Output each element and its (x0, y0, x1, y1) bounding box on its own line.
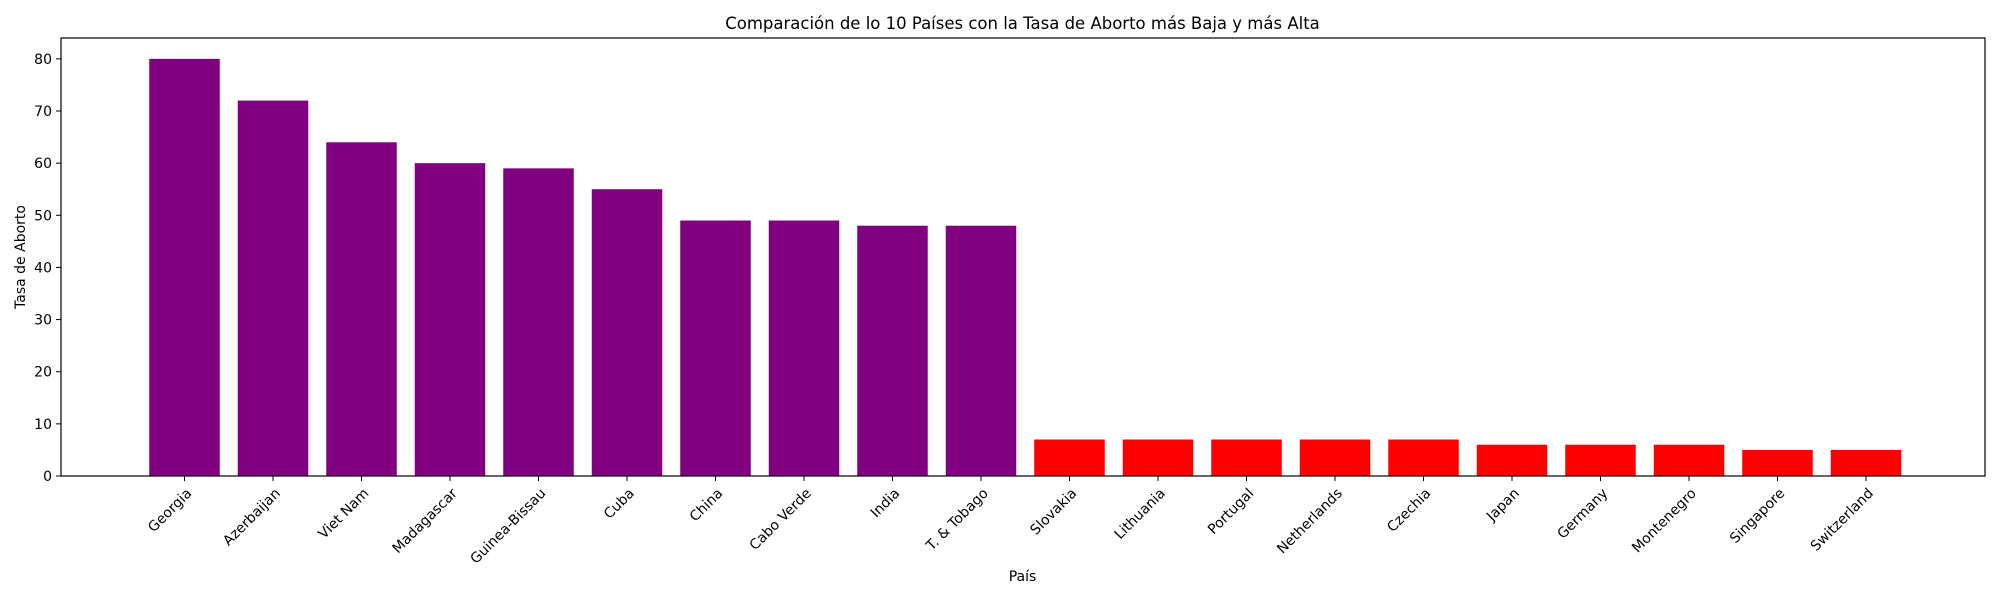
x-tick-label: Georgia (145, 486, 195, 536)
y-axis-label: Tasa de Aborto (13, 205, 29, 310)
bars (149, 58, 1902, 477)
x-tick-label: Netherlands (1274, 486, 1346, 558)
x-tick-label: Switzerland (1808, 486, 1877, 555)
x-tick-label: India (868, 486, 904, 522)
x-tick-label: Czechia (1384, 486, 1434, 536)
x-tick-label: T. & Tobago (923, 486, 992, 555)
x-tick-label: Japan (1483, 486, 1523, 526)
bar-cuba (591, 189, 663, 476)
y-tick-label: 60 (34, 156, 52, 172)
x-tick-label: Madagascar (389, 485, 461, 557)
x-axis-ticks: Georgia Azerbaijan Viet Nam Madagascar Guine… (145, 476, 1877, 567)
x-tick-label: China (687, 486, 727, 526)
y-tick-label: 70 (34, 104, 52, 120)
bar-netherlands (1299, 439, 1371, 476)
bar-lithuania (1122, 439, 1194, 476)
chart-title: Comparación de lo 10 Países con la Tasa … (725, 14, 1320, 33)
bar-slovakia (1034, 439, 1105, 476)
bar-japan (1476, 444, 1548, 476)
bar-montenegro (1653, 444, 1725, 476)
x-tick-label: Guinea-Bissau (467, 486, 549, 568)
y-axis-ticks: 0 10 20 30 40 50 60 70 80 (34, 52, 61, 485)
bar-viet-nam (326, 142, 397, 477)
bar-t-tobago (945, 225, 1017, 476)
x-tick-label: Germany (1555, 486, 1612, 543)
x-tick-label: Slovakia (1027, 486, 1080, 539)
bar-switzerland (1830, 449, 1902, 476)
plot-frame (60, 37, 1986, 477)
bar-guinea-bissau (503, 168, 574, 477)
y-tick-label: 80 (34, 52, 52, 68)
bar-madagascar (414, 163, 486, 476)
bar-cabo-verde (768, 220, 840, 476)
x-tick-label: Portugal (1205, 486, 1257, 538)
bar-india (857, 225, 928, 476)
x-tick-label: Montenegro (1629, 486, 1700, 557)
y-tick-label: 0 (43, 469, 52, 485)
bar-germany (1565, 444, 1636, 476)
bar-georgia (149, 58, 220, 477)
bar-singapore (1742, 449, 1813, 476)
bar-czechia (1388, 439, 1459, 476)
bar-china (680, 220, 751, 476)
x-axis-label: País (1009, 569, 1037, 585)
x-tick-label: Cabo Verde (747, 486, 815, 554)
x-tick-label: Singapore (1727, 486, 1788, 547)
y-tick-label: 20 (34, 365, 52, 381)
bar-portugal (1211, 439, 1282, 476)
x-tick-label: Lithuania (1112, 486, 1169, 543)
x-tick-label: Viet Nam (315, 486, 372, 543)
bar-azerbaijan (237, 100, 309, 476)
y-tick-label: 30 (34, 313, 52, 329)
y-tick-label: 40 (34, 260, 52, 276)
y-tick-label: 50 (34, 208, 52, 224)
x-tick-label: Cuba (601, 486, 638, 523)
x-tick-label: Azerbaijan (220, 486, 284, 550)
y-tick-label: 10 (34, 417, 52, 433)
